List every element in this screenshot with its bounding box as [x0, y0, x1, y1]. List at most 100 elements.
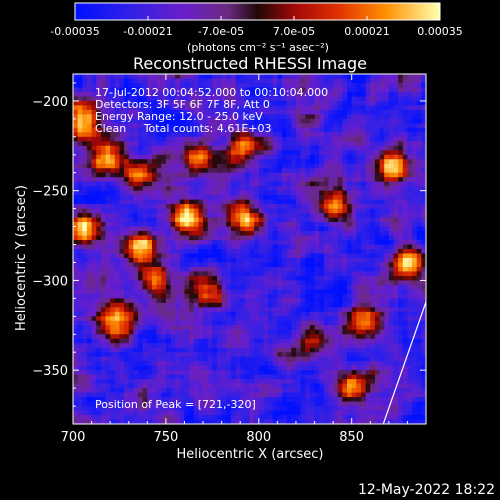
heatmap-cell — [110, 82, 116, 89]
heatmap-cell — [142, 222, 148, 228]
heatmap-cell — [360, 289, 367, 295]
heatmap-cell — [165, 253, 172, 259]
heatmap-cell — [240, 329, 246, 335]
heatmap-cell — [374, 96, 381, 102]
heatmap-cell — [73, 109, 79, 115]
heatmap-cell — [291, 195, 297, 201]
heatmap-cell — [249, 226, 255, 232]
heatmap-cell — [96, 208, 102, 214]
heatmap-cell — [249, 150, 255, 156]
heatmap-cell — [179, 190, 186, 196]
heatmap-cell — [138, 338, 144, 344]
heatmap-cell — [105, 154, 111, 160]
heatmap-cell — [384, 257, 390, 264]
heatmap-cell — [421, 253, 426, 259]
heatmap-cell — [319, 361, 325, 367]
heatmap-cell — [337, 302, 343, 308]
heatmap-cell — [374, 356, 381, 362]
heatmap-cell — [309, 213, 316, 219]
heatmap-cell — [277, 78, 283, 84]
heatmap-cell — [244, 114, 251, 120]
heatmap-cell — [328, 280, 334, 286]
heatmap-cell — [412, 262, 418, 268]
heatmap-cell — [73, 231, 79, 237]
heatmap-cell — [402, 352, 409, 358]
heatmap-cell — [272, 334, 278, 340]
heatmap-cell — [189, 78, 195, 84]
heatmap-cell — [365, 240, 371, 246]
heatmap-cell — [323, 316, 330, 322]
heatmap-cell — [258, 352, 265, 358]
heatmap-cell — [374, 284, 381, 290]
heatmap-cell — [360, 163, 367, 169]
heatmap-cell — [295, 266, 302, 273]
heatmap-cell — [314, 82, 320, 89]
heatmap-cell — [110, 177, 116, 183]
heatmap-cell — [272, 100, 278, 107]
heatmap-cell — [235, 347, 241, 353]
heatmap-cell — [198, 222, 204, 228]
heatmap-cell — [207, 343, 213, 349]
heatmap-cell — [333, 150, 339, 156]
heatmap-cell — [263, 226, 269, 232]
heatmap-cell — [370, 329, 376, 335]
heatmap-cell — [319, 109, 325, 115]
heatmap-cell — [295, 257, 302, 264]
heatmap-cell — [175, 284, 181, 290]
heatmap-cell — [398, 244, 404, 250]
heatmap-cell — [105, 249, 111, 255]
heatmap-cell — [295, 150, 302, 156]
heatmap-cell — [319, 325, 325, 331]
heatmap-cell — [388, 118, 395, 124]
heatmap-cell — [175, 217, 181, 223]
heatmap-cell — [254, 163, 260, 169]
heatmap-cell — [193, 177, 200, 183]
heatmap-cell — [119, 231, 125, 237]
heatmap-cell — [412, 132, 418, 138]
heatmap-cell — [407, 213, 413, 219]
heatmap-cell — [374, 145, 381, 151]
heatmap-cell — [347, 226, 353, 232]
heatmap-cell — [360, 226, 367, 232]
heatmap-cell — [100, 249, 107, 255]
heatmap-cell — [203, 114, 209, 120]
heatmap-cell — [407, 78, 413, 84]
heatmap-cell — [175, 186, 181, 192]
heatmap-cell — [342, 195, 348, 201]
heatmap-cell — [226, 307, 232, 313]
heatmap-cell — [421, 361, 426, 367]
heatmap-cell — [179, 172, 186, 178]
heatmap-cell — [393, 329, 399, 335]
heatmap-cell — [305, 150, 311, 156]
heatmap-cell — [212, 132, 218, 138]
heatmap-cell — [138, 195, 144, 201]
heatmap-cell — [356, 96, 362, 102]
heatmap-cell — [244, 343, 251, 349]
heatmap-cell — [365, 280, 371, 286]
heatmap-cell — [309, 289, 316, 295]
heatmap-cell — [184, 132, 190, 138]
heatmap-cell — [398, 316, 404, 322]
heatmap-cell — [203, 217, 209, 223]
heatmap-cell — [170, 74, 176, 80]
heatmap-cell — [323, 253, 330, 259]
heatmap-cell — [416, 123, 422, 129]
heatmap-cell — [384, 325, 390, 331]
heatmap-cell — [249, 356, 255, 362]
heatmap-cell — [305, 168, 311, 174]
heatmap-cell — [203, 293, 209, 299]
heatmap-cell — [198, 163, 204, 169]
heatmap-cell — [249, 249, 255, 255]
heatmap-cell — [416, 231, 422, 237]
heatmap-cell — [114, 235, 121, 241]
heatmap-cell — [230, 311, 237, 317]
heatmap-cell — [402, 253, 409, 259]
heatmap-cell — [300, 105, 306, 111]
heatmap-cell — [96, 74, 102, 80]
heatmap-cell — [416, 280, 422, 286]
heatmap-cell — [300, 338, 306, 344]
heatmap-cell — [86, 253, 93, 259]
heatmap-cell — [100, 154, 107, 160]
heatmap-cell — [305, 105, 311, 111]
heatmap-cell — [360, 275, 367, 282]
